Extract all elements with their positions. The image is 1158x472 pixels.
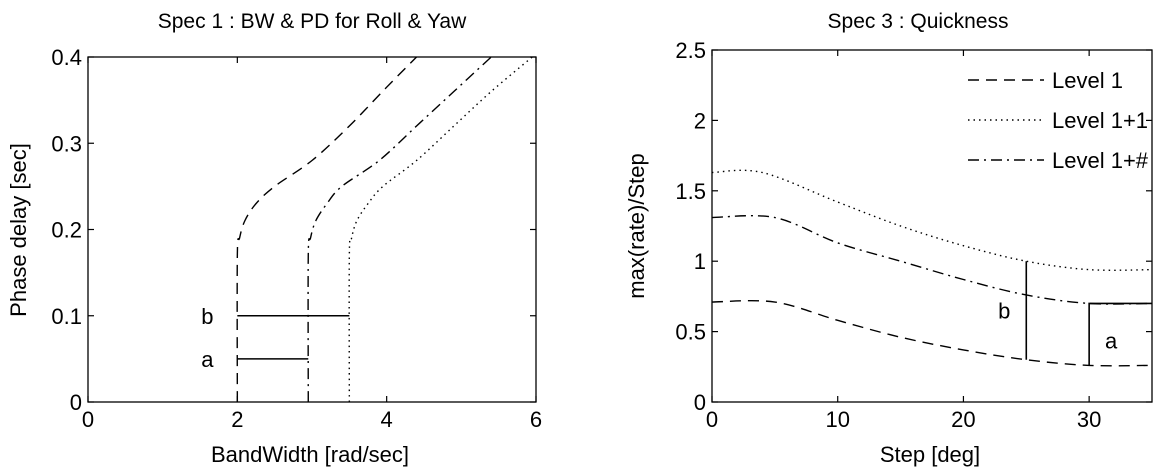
series-line-level-1- xyxy=(711,214,1153,305)
y-tick-label: 0.4 xyxy=(51,45,82,70)
series-line-level-1-1 xyxy=(711,169,1153,271)
chart-title: Spec 3 : Quickness xyxy=(828,10,1009,33)
y-axis-label: Phase delay [sec] xyxy=(6,143,31,317)
y-tick-label: 2.5 xyxy=(675,38,706,63)
annotation-label-a: a xyxy=(1105,328,1118,353)
y-tick-label: 0.5 xyxy=(675,320,706,345)
x-tick-label: 0 xyxy=(706,407,718,432)
plot-frame xyxy=(711,49,1153,403)
x-axis-label: Step [deg] xyxy=(880,442,980,467)
y-tick-label: 1 xyxy=(694,249,706,274)
y-tick-label: 1.5 xyxy=(675,179,706,204)
annotation-label-b: b xyxy=(201,304,213,329)
x-tick-label: 10 xyxy=(825,407,849,432)
y-tick-label: 0 xyxy=(70,390,82,415)
chart-1: Spec 1 : BW & PD for Roll & Yaw BandWidth… xyxy=(6,10,542,467)
y-tick-label: 0.3 xyxy=(51,131,82,156)
y-tick-label: 0.1 xyxy=(51,304,82,329)
series-line-2 xyxy=(307,56,492,403)
x-tick-label: 30 xyxy=(1077,407,1101,432)
chart-title: Spec 1 : BW & PD for Roll & Yaw xyxy=(158,10,467,33)
x-tick-label: 2 xyxy=(231,407,243,432)
legend-entry: Level 1 xyxy=(1052,68,1123,93)
x-tick-label: 0 xyxy=(82,407,94,432)
x-tick-label: 6 xyxy=(530,407,542,432)
plot-frame xyxy=(87,56,537,403)
x-tick-label: 4 xyxy=(381,407,393,432)
series-line-level-1 xyxy=(711,299,1153,367)
annotation-label-a: a xyxy=(201,347,214,372)
annotation-segment-a xyxy=(1088,302,1152,366)
y-axis-label: max(rate)/Step xyxy=(624,153,649,299)
x-tick-label: 20 xyxy=(951,407,975,432)
legend-entry: Level 1+1 xyxy=(1052,108,1148,133)
y-tick-label: 2 xyxy=(694,108,706,133)
series-line-1 xyxy=(236,56,418,403)
y-tick-label: 0.2 xyxy=(51,218,82,243)
legend: Level 1 Level 1+1 Level 1+# xyxy=(968,68,1149,173)
x-axis-label: BandWidth [rad/sec] xyxy=(211,442,409,467)
chart-2: Spec 3 : Quickness Step [deg] max(rate)/St… xyxy=(624,10,1153,467)
annotation-label-b: b xyxy=(998,298,1010,323)
series-line-3 xyxy=(348,56,533,403)
legend-entry: Level 1+# xyxy=(1052,148,1149,173)
y-tick-label: 0 xyxy=(694,390,706,415)
